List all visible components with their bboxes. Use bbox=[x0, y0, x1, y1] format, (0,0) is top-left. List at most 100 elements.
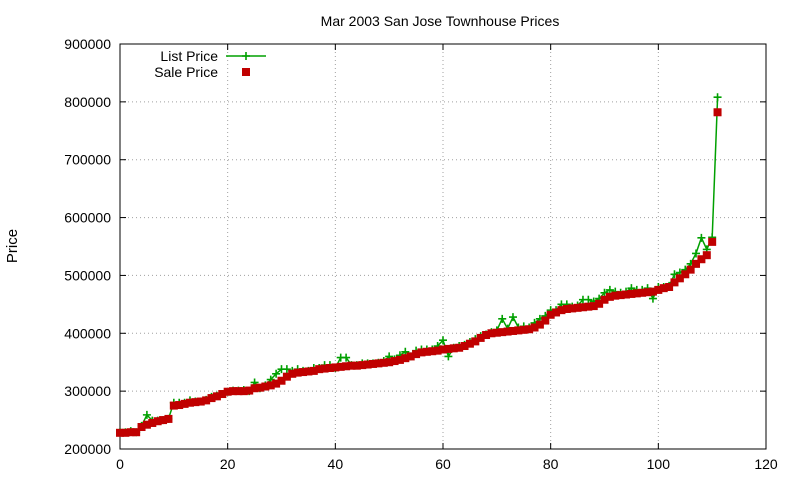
list-price-point bbox=[508, 313, 517, 322]
sale-price-point bbox=[665, 283, 674, 291]
sale-price-point bbox=[627, 289, 636, 298]
sale-price-point bbox=[159, 416, 168, 425]
x-tick-label: 100 bbox=[647, 456, 671, 472]
list-price-series bbox=[116, 93, 722, 437]
sale-price-point bbox=[132, 428, 141, 437]
sale-price-point bbox=[218, 390, 227, 399]
legend-marker-list-price bbox=[242, 52, 250, 60]
list-price-point bbox=[282, 365, 291, 374]
x-tick-label: 20 bbox=[220, 456, 236, 472]
list-price-line bbox=[120, 97, 719, 434]
sale-price-point bbox=[412, 350, 421, 359]
sale-price-point bbox=[482, 331, 491, 340]
sale-price-point bbox=[573, 303, 582, 312]
sale-price-point bbox=[304, 367, 313, 376]
sale-price-point bbox=[288, 369, 297, 378]
list-price-point bbox=[692, 249, 701, 258]
sale-price-series bbox=[116, 108, 722, 437]
sale-price-point bbox=[584, 302, 593, 311]
list-price-point bbox=[600, 288, 609, 297]
sale-price-point bbox=[385, 358, 394, 367]
sale-price-point bbox=[455, 343, 464, 352]
sale-price-point bbox=[568, 304, 577, 313]
sale-price-point bbox=[352, 361, 361, 370]
sale-price-point bbox=[595, 299, 604, 308]
legend-label-list-price: List Price bbox=[160, 48, 218, 64]
sale-price-point bbox=[320, 364, 329, 373]
y-tick-label: 700000 bbox=[64, 152, 111, 168]
sale-price-point bbox=[643, 288, 652, 297]
sale-price-point bbox=[654, 285, 663, 294]
sale-price-point bbox=[702, 251, 711, 260]
sale-price-point bbox=[121, 428, 130, 437]
sale-price-point bbox=[261, 382, 270, 391]
sale-price-point bbox=[277, 376, 286, 385]
sale-price-point bbox=[492, 328, 501, 337]
sale-price-point bbox=[632, 289, 641, 298]
sale-price-point bbox=[137, 423, 146, 432]
sale-price-point bbox=[142, 420, 151, 429]
sale-price-point bbox=[659, 284, 668, 293]
sale-price-point bbox=[336, 362, 345, 371]
sale-price-point bbox=[309, 366, 318, 375]
sale-price-point bbox=[169, 401, 178, 410]
sale-price-point bbox=[675, 274, 684, 283]
sale-price-point bbox=[713, 108, 722, 117]
sale-price-point bbox=[605, 292, 614, 301]
series-layer bbox=[116, 93, 722, 437]
sale-price-point bbox=[514, 326, 523, 335]
sale-price-point bbox=[616, 291, 625, 300]
sale-price-point bbox=[185, 398, 194, 407]
sale-price-point bbox=[223, 387, 232, 396]
y-tick-label: 200000 bbox=[64, 441, 111, 457]
sale-price-point bbox=[546, 310, 555, 319]
sale-price-point bbox=[611, 291, 620, 300]
sale-price-point bbox=[395, 355, 404, 364]
sale-price-point bbox=[503, 327, 512, 336]
sale-price-point bbox=[342, 362, 351, 371]
chart-title: Mar 2003 San Jose Townhouse Prices bbox=[321, 13, 560, 29]
list-price-point bbox=[648, 294, 657, 303]
sale-price-point bbox=[401, 354, 410, 363]
sale-price-point bbox=[622, 290, 631, 299]
sale-price-point bbox=[508, 326, 517, 335]
sale-price-point bbox=[439, 345, 447, 354]
sale-price-point bbox=[229, 387, 238, 396]
sale-price-point bbox=[293, 368, 302, 377]
legend-marker-sale-price bbox=[242, 68, 250, 76]
sale-price-point bbox=[697, 255, 706, 264]
sale-price-point bbox=[449, 344, 458, 353]
sale-price-point bbox=[239, 387, 248, 396]
sale-price-point bbox=[530, 323, 539, 332]
sale-price-point bbox=[282, 372, 291, 381]
y-tick-label: 800000 bbox=[64, 94, 111, 110]
sale-price-point bbox=[476, 333, 485, 342]
list-price-point bbox=[697, 233, 706, 242]
x-tick-label: 0 bbox=[116, 456, 124, 472]
sale-price-point bbox=[390, 357, 399, 366]
sale-price-point bbox=[498, 328, 507, 337]
list-price-point bbox=[498, 314, 507, 323]
sale-price-point bbox=[363, 360, 372, 369]
sale-price-point bbox=[255, 383, 264, 392]
list-price-point bbox=[439, 336, 447, 345]
sale-price-point bbox=[175, 401, 184, 410]
sale-price-point bbox=[164, 414, 173, 423]
sale-price-point bbox=[708, 237, 717, 246]
sale-price-point bbox=[379, 358, 388, 367]
sale-price-point bbox=[600, 295, 609, 304]
list-price-point bbox=[584, 295, 593, 304]
sale-price-point bbox=[686, 265, 695, 274]
sale-price-point bbox=[116, 428, 124, 437]
y-tick-label: 500000 bbox=[64, 267, 111, 283]
sale-price-point bbox=[525, 325, 534, 334]
sale-price-point bbox=[245, 386, 254, 395]
sale-price-point bbox=[202, 396, 211, 405]
sale-price-point bbox=[272, 379, 281, 388]
sale-price-point bbox=[250, 384, 259, 393]
y-tick-label: 900000 bbox=[64, 36, 111, 52]
x-tick-label: 60 bbox=[435, 456, 451, 472]
sale-price-point bbox=[347, 361, 356, 370]
sale-price-point bbox=[552, 308, 561, 317]
